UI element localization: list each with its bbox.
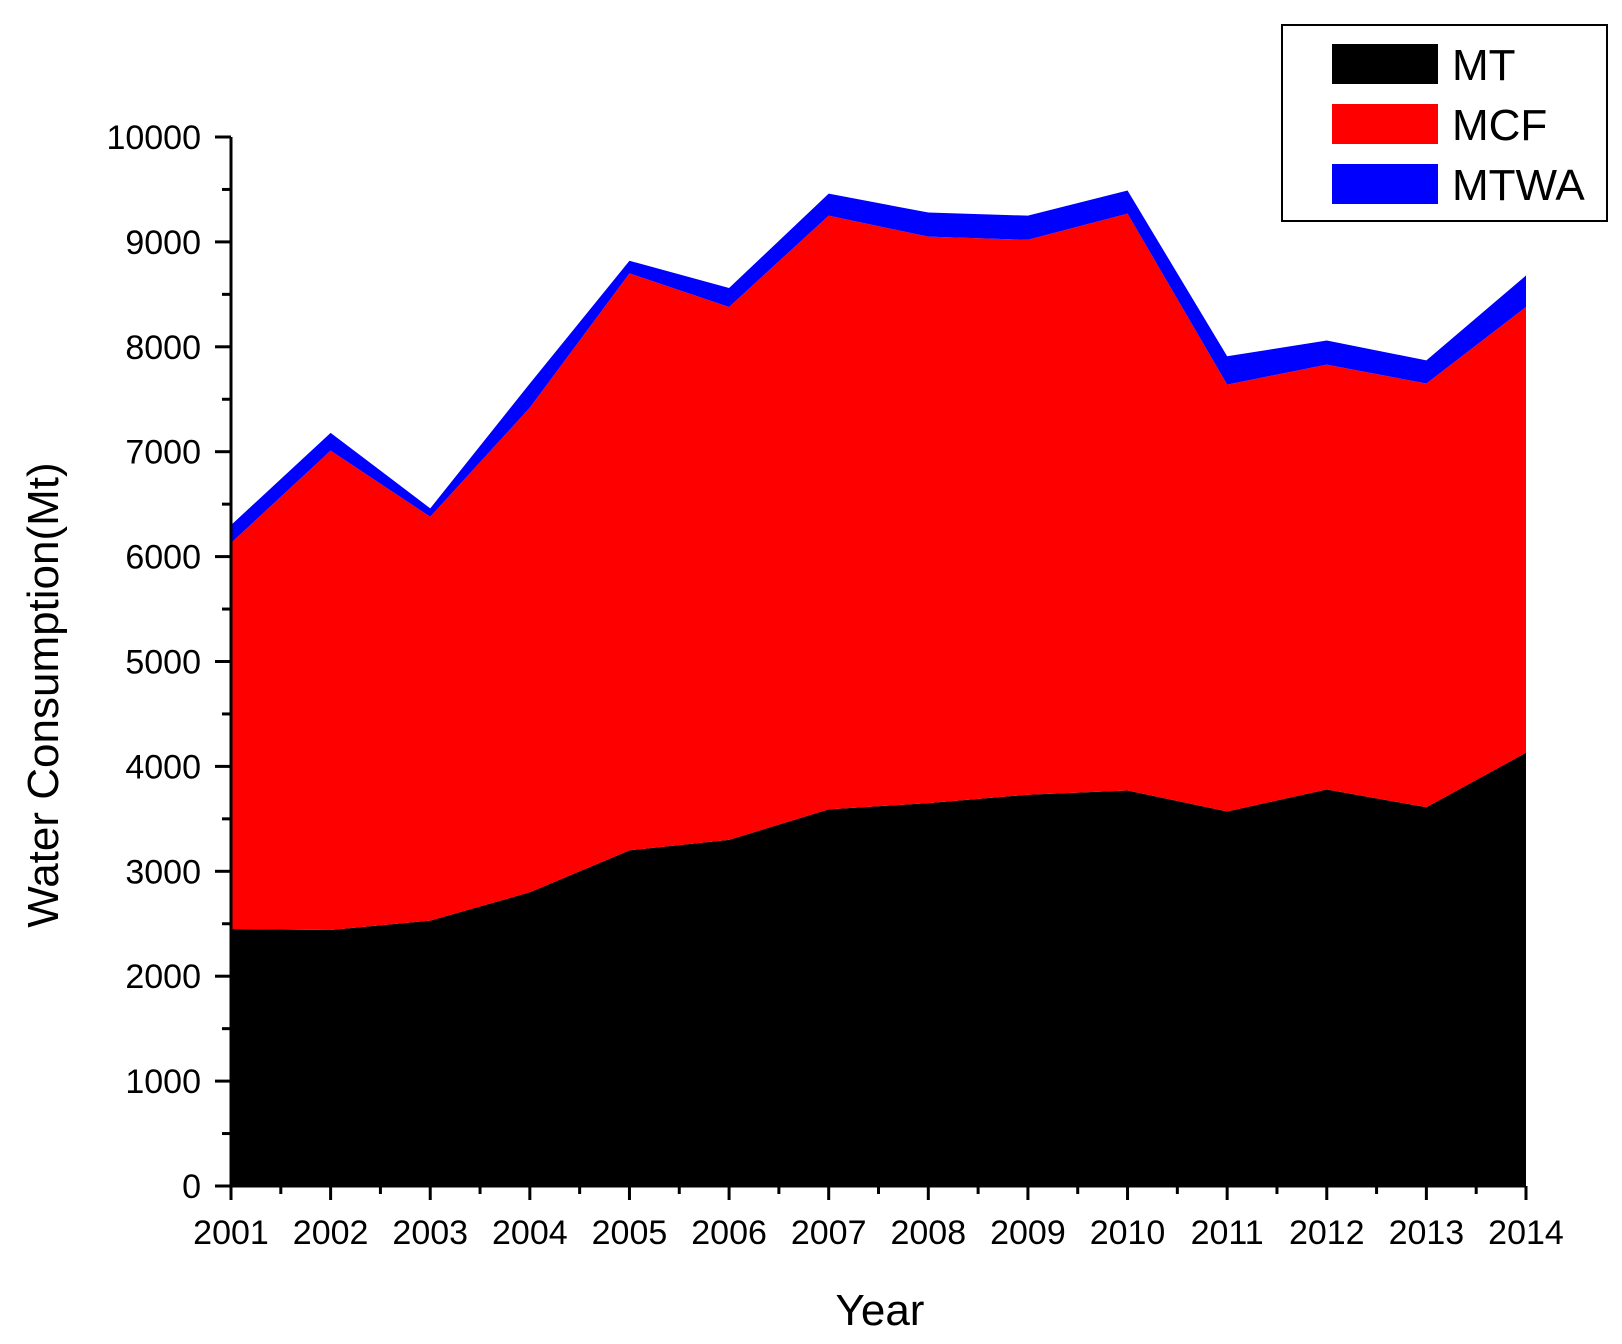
x-tick-label: 2001 (193, 1214, 269, 1252)
y-tick-label: 0 (182, 1168, 201, 1206)
x-tick-label: 2008 (890, 1214, 966, 1252)
x-tick-label: 2011 (1191, 1214, 1264, 1252)
y-tick-label: 8000 (125, 329, 201, 367)
legend-label-mcf: MCF (1452, 101, 1547, 150)
x-tick-label: 2003 (392, 1214, 468, 1252)
y-axis-title: Water Consumption(Mt) (19, 462, 68, 927)
legend: MT MCF MTWA (1281, 24, 1608, 222)
area-mt (231, 752, 1526, 1186)
y-tick-label: 3000 (125, 853, 201, 891)
x-tick-label: 2010 (1090, 1214, 1166, 1252)
x-axis-ticks: 2001 2002 2003 2004 2005 2006 2007 2008 2009 2010… (193, 1186, 1564, 1252)
x-tick-label: 2005 (592, 1214, 668, 1252)
y-tick-label: 4000 (125, 748, 201, 786)
x-tick-label: 2004 (492, 1214, 568, 1252)
x-tick-label: 2006 (691, 1214, 767, 1252)
x-tick-label: 2009 (990, 1214, 1066, 1252)
area-mtwa (231, 190, 1526, 543)
x-axis-title: Year (836, 1286, 925, 1335)
x-tick-label: 2007 (791, 1214, 867, 1252)
legend-swatch-mtwa (1332, 164, 1438, 204)
y-tick-label: 9000 (125, 224, 201, 262)
y-tick-label: 10000 (106, 119, 201, 157)
legend-label-mt: MT (1452, 41, 1516, 90)
legend-swatch-mcf (1332, 104, 1438, 144)
y-tick-label: 5000 (125, 644, 201, 682)
y-tick-label: 1000 (125, 1063, 201, 1101)
y-tick-label: 7000 (125, 434, 201, 472)
x-tick-label: 2013 (1389, 1214, 1465, 1252)
x-tick-label: 2002 (293, 1214, 369, 1252)
area-mcf (231, 213, 1526, 931)
area-layer (231, 190, 1526, 1186)
y-axis-ticks: 0 1000 2000 3000 4000 5000 6000 7000 8000 9000 100… (106, 119, 231, 1206)
x-tick-label: 2012 (1289, 1214, 1365, 1252)
x-tick-label: 2014 (1488, 1214, 1564, 1252)
legend-label-mtwa: MTWA (1452, 161, 1585, 210)
y-tick-label: 2000 (125, 958, 201, 996)
y-tick-label: 6000 (125, 539, 201, 577)
legend-swatch-mt (1332, 44, 1438, 84)
